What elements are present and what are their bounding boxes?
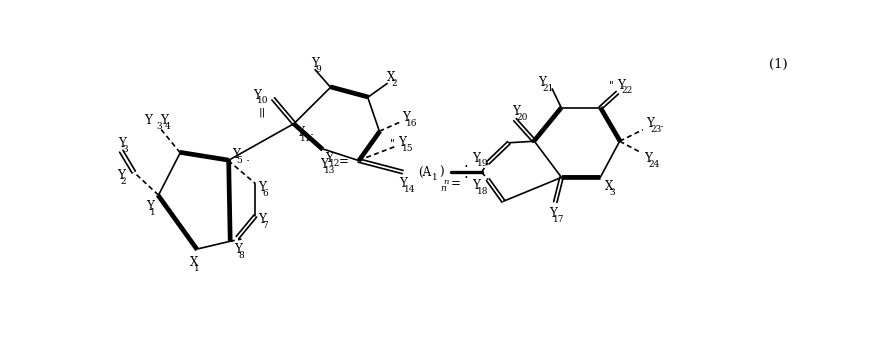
Text: 21: 21 xyxy=(542,84,554,93)
Text: n: n xyxy=(443,178,448,186)
Text: X: X xyxy=(189,256,198,269)
Text: Y: Y xyxy=(549,207,557,220)
Text: ||: || xyxy=(259,108,266,118)
Text: X: X xyxy=(387,71,395,84)
Text: 6: 6 xyxy=(263,189,269,198)
Text: (A: (A xyxy=(418,165,431,178)
Text: 15: 15 xyxy=(402,144,414,153)
Text: 5: 5 xyxy=(237,156,242,165)
Text: Y: Y xyxy=(401,111,409,124)
Text: 19: 19 xyxy=(477,159,488,168)
Text: .: . xyxy=(660,117,664,130)
Text: 16: 16 xyxy=(406,119,418,128)
Text: 10: 10 xyxy=(257,96,269,105)
Text: Y: Y xyxy=(253,89,261,101)
Text: 24: 24 xyxy=(649,160,660,169)
Text: Y: Y xyxy=(118,137,126,150)
Text: 23: 23 xyxy=(650,125,661,134)
Text: Y: Y xyxy=(472,180,480,192)
Text: 22: 22 xyxy=(622,86,633,95)
Text: =: = xyxy=(451,177,461,190)
Text: n: n xyxy=(441,185,446,193)
Text: Y: Y xyxy=(232,148,240,161)
Text: 3: 3 xyxy=(123,145,128,154)
Text: (1): (1) xyxy=(769,58,788,71)
Text: Y: Y xyxy=(160,114,168,127)
Text: Y: Y xyxy=(258,181,266,194)
Text: 12: 12 xyxy=(330,159,340,168)
Text: 18: 18 xyxy=(477,187,488,196)
Text: Y: Y xyxy=(398,136,406,149)
Text: .: . xyxy=(246,151,249,164)
Text: 2: 2 xyxy=(121,177,126,186)
Text: 20: 20 xyxy=(516,113,528,122)
Text: 14: 14 xyxy=(404,185,415,194)
Text: ·: · xyxy=(464,171,469,186)
Text: 3: 3 xyxy=(609,188,615,197)
Text: Y: Y xyxy=(320,158,328,171)
Text: Y: Y xyxy=(644,152,652,165)
Text: 4: 4 xyxy=(164,122,170,131)
Text: Y: Y xyxy=(258,213,266,226)
Text: Y: Y xyxy=(646,117,654,130)
Text: Y: Y xyxy=(116,169,125,182)
Text: Y: Y xyxy=(617,79,625,92)
Text: Y: Y xyxy=(311,57,319,70)
Text: .: . xyxy=(310,125,314,138)
Text: ·: · xyxy=(464,160,469,175)
Text: =: = xyxy=(339,156,349,169)
Text: 7: 7 xyxy=(263,221,269,230)
Text: ": " xyxy=(608,80,614,90)
Text: ): ) xyxy=(439,165,444,178)
Text: 17: 17 xyxy=(554,215,564,224)
Text: 1: 1 xyxy=(432,173,437,182)
Text: 1: 1 xyxy=(151,208,156,217)
Text: Y: Y xyxy=(512,105,520,118)
Text: 2: 2 xyxy=(392,79,397,88)
Text: Y: Y xyxy=(538,76,547,89)
Text: ": " xyxy=(390,138,395,148)
Text: 8: 8 xyxy=(238,251,244,260)
Text: Y: Y xyxy=(144,114,152,127)
Text: 13: 13 xyxy=(324,165,335,174)
Text: Y: Y xyxy=(400,177,408,190)
Text: Y: Y xyxy=(146,200,154,213)
Text: X: X xyxy=(605,180,613,193)
Text: Y: Y xyxy=(234,243,242,256)
Text: 1: 1 xyxy=(194,264,200,273)
Text: Y: Y xyxy=(325,152,333,165)
Text: 9: 9 xyxy=(315,65,321,74)
Text: Y: Y xyxy=(296,126,304,139)
Text: 3: 3 xyxy=(157,122,162,131)
Text: Y: Y xyxy=(472,152,480,165)
Text: 11: 11 xyxy=(300,134,312,143)
